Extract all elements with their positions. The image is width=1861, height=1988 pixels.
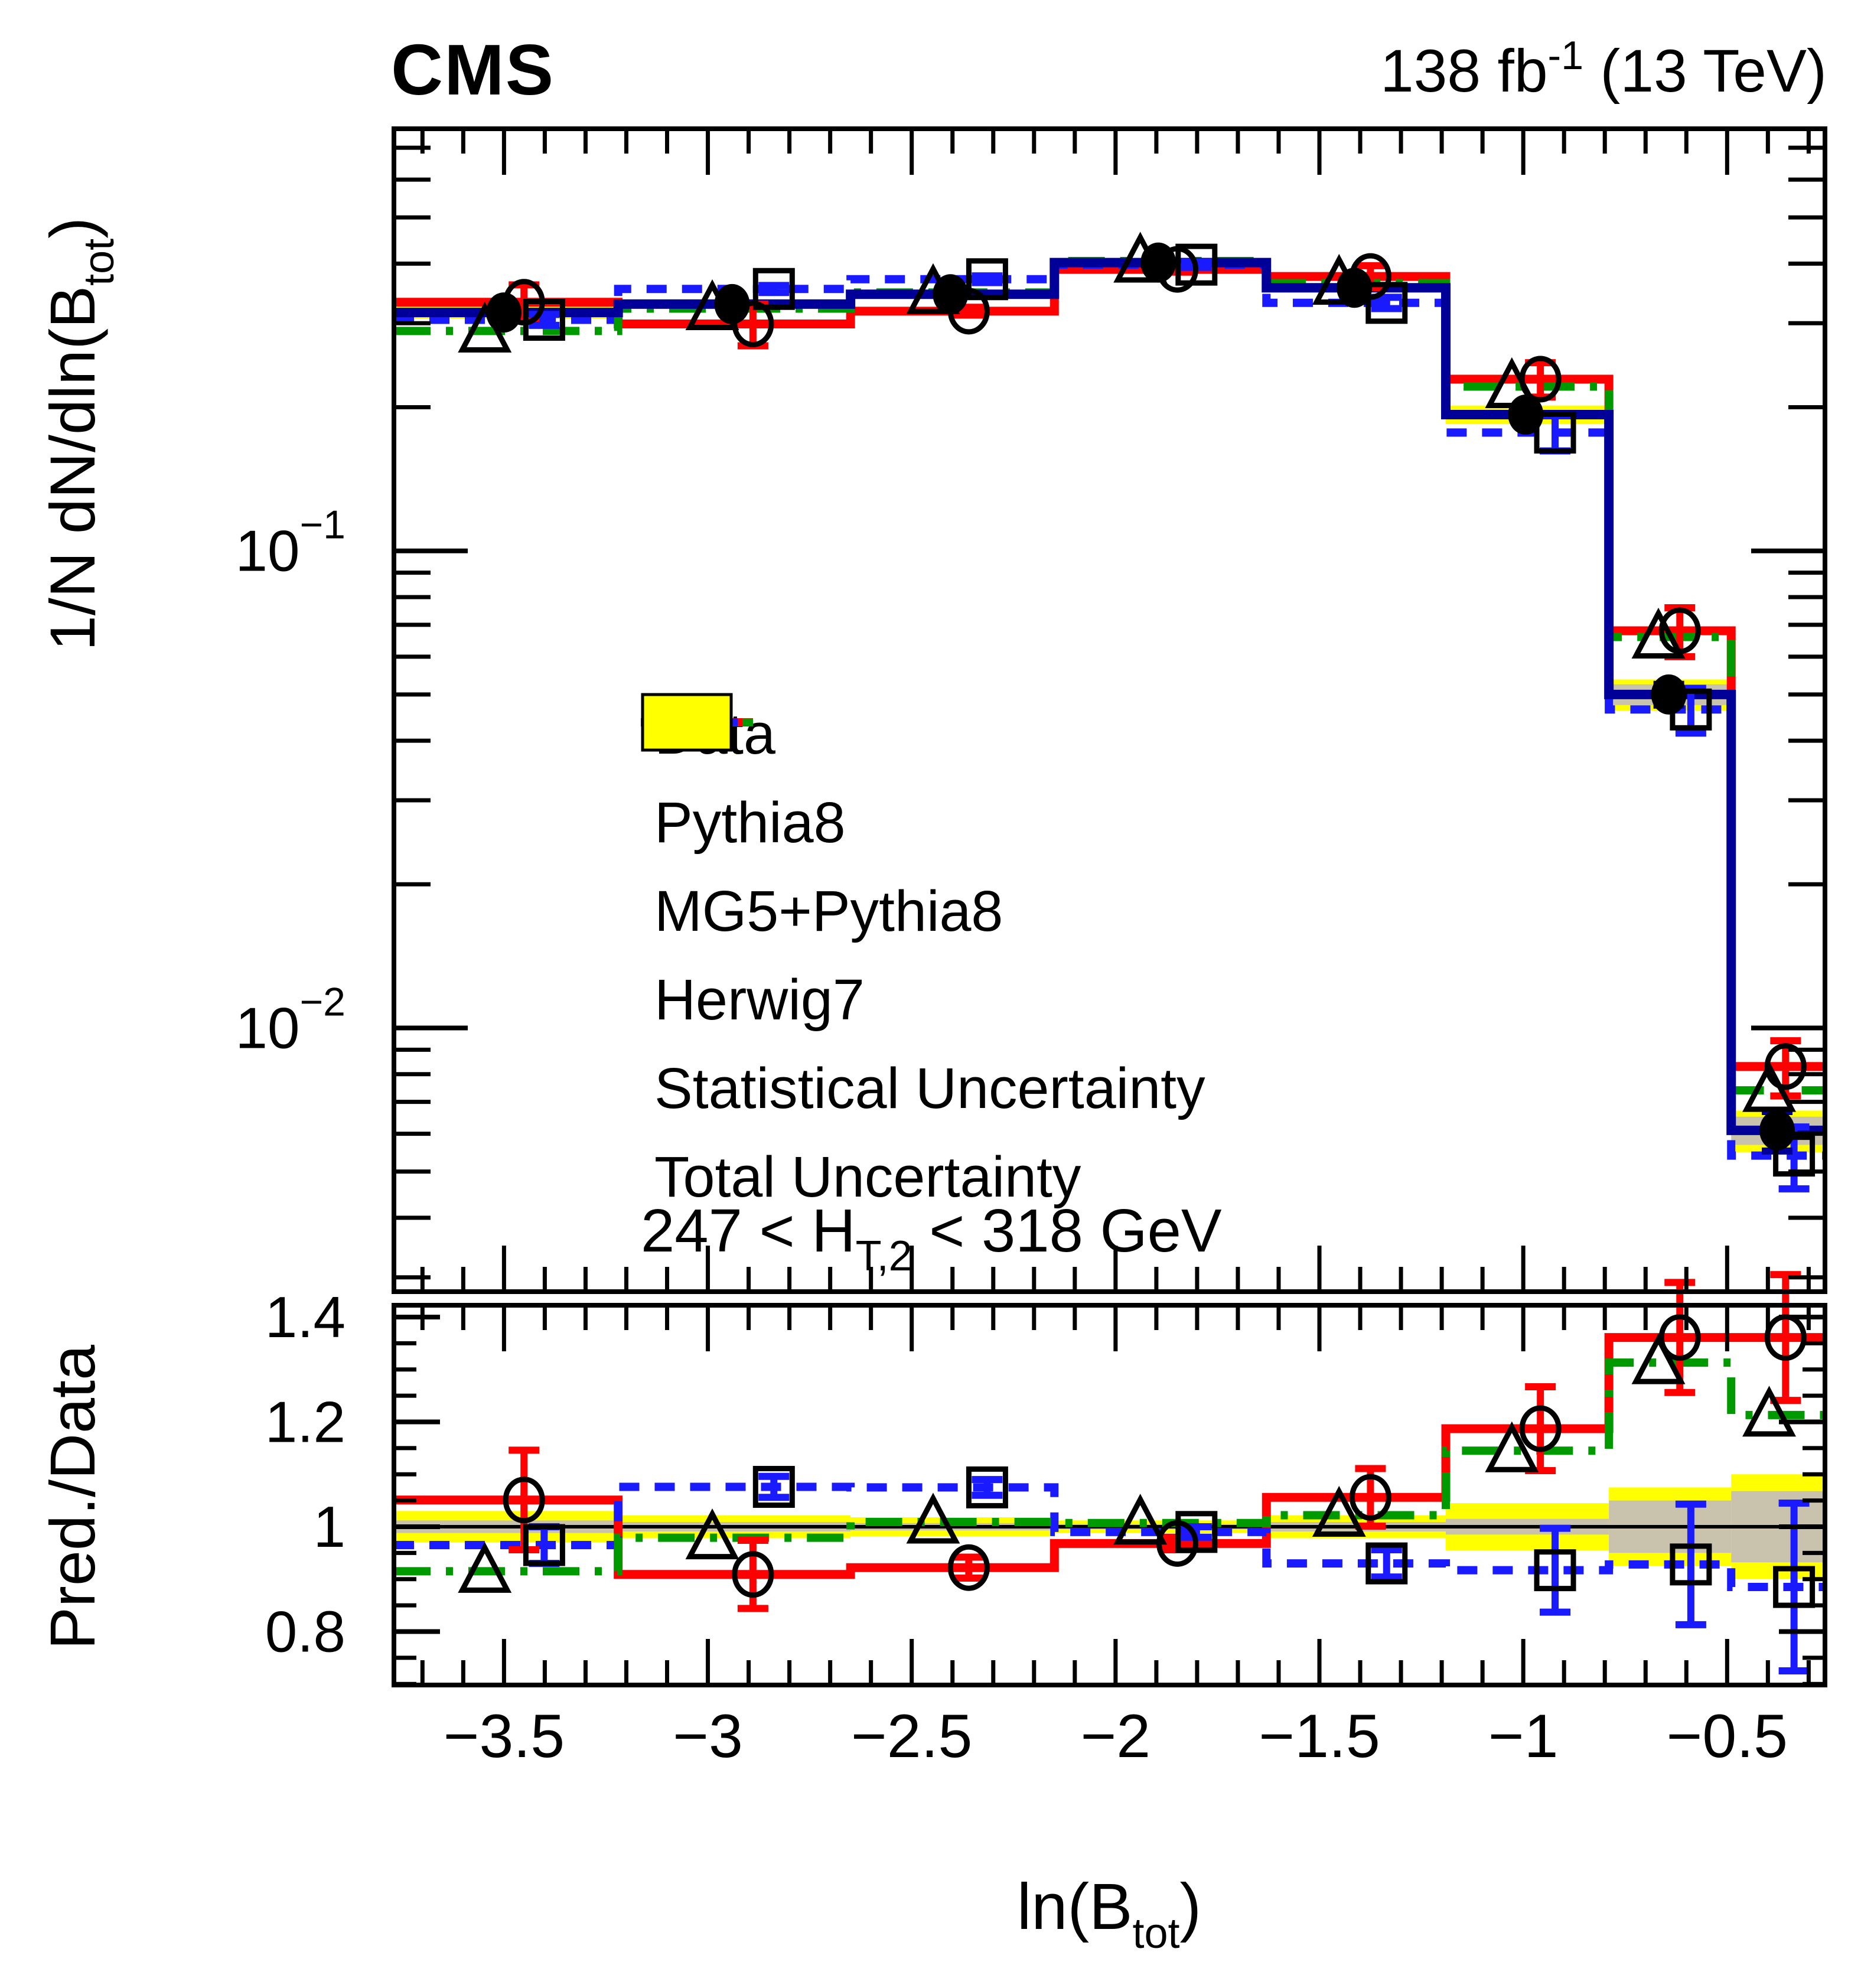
mg5-point-icon: [1534, 411, 1576, 454]
series-herwig7-steps: [394, 1358, 1825, 1576]
ratio-tick-label: 0.8: [265, 1599, 346, 1664]
x-tick-label: −1.5: [1259, 1702, 1380, 1771]
mg5-point-icon: [1534, 1549, 1576, 1592]
luminosity-label: 138 fb-1 (13 TeV): [1380, 32, 1827, 106]
herwig7-point-icon: [1742, 1386, 1796, 1437]
data-point-icon: [1651, 674, 1687, 715]
total-box-icon: [641, 693, 733, 752]
legend-item-stat: Statistical Uncertainty: [638, 693, 1205, 1133]
lumi-exponent: -1: [1547, 33, 1584, 78]
mg5-point-icon: [523, 1524, 565, 1566]
x-tick-label: −2: [1081, 1702, 1151, 1771]
x-tick-label: −3.5: [444, 1702, 565, 1771]
herwig7-point-icon: [1631, 1333, 1686, 1384]
herwig7-point-icon: [1631, 607, 1686, 659]
legend-label-total: Total Uncertainty: [654, 1145, 1081, 1209]
mg5-point-icon: [523, 299, 565, 341]
mg5-point-icon: [1670, 1543, 1712, 1586]
legend-item-total: Total Uncertainty: [638, 693, 1205, 1221]
pythia8-point-icon: [1764, 1043, 1807, 1090]
legend-item-mg5: MG5+Pythia8: [638, 695, 1205, 956]
legend-label-stat: Statistical Uncertainty: [654, 1056, 1205, 1120]
pythia8-point-icon: [732, 1551, 774, 1598]
ratio-frame: [392, 1303, 1827, 1687]
ratio-markers: [458, 1314, 1816, 1608]
herwig7-point-icon: [906, 1492, 960, 1544]
mg5-point-icon: [1175, 243, 1218, 286]
data-point-icon: [1337, 268, 1373, 308]
x-axis-title: ln(Btot): [1016, 1870, 1202, 1957]
mg5-point-icon: [1773, 1566, 1816, 1608]
x-tick-label: −0.5: [1667, 1702, 1788, 1771]
lumi-text: 138 fb: [1380, 37, 1548, 105]
pythia8-point-icon: [1349, 1474, 1391, 1521]
ratio-tick-label: 1.4: [265, 1285, 346, 1350]
mg5-point-icon: [1365, 1542, 1408, 1585]
pythia8-point-icon: [1658, 1314, 1701, 1361]
selection-region-label: 247 < HT,2 < 318 GeV: [641, 1197, 1222, 1280]
axes: 10−1 10−2 1.4 1.2 1 0.8 −3.5 −3 −2.5 −2 −1.5 −1 −0.5: [235, 126, 1827, 1771]
ratio-tick-label: 1.2: [265, 1389, 346, 1454]
legend-label-pythia8: Pythia8: [654, 790, 846, 855]
x-tick-label: −2.5: [851, 1702, 972, 1771]
data-point-icon: [1759, 1110, 1795, 1151]
herwig7-point-icon: [458, 1541, 512, 1593]
x-tick-label: −1: [1488, 1702, 1559, 1771]
data-point-icon: [486, 292, 522, 333]
legend-item-pythia8: Pythia8: [638, 695, 1205, 867]
main-frame: [392, 126, 1827, 1294]
pythia8-point-icon: [1519, 356, 1562, 403]
legend-item-herwig7: Herwig7: [638, 699, 1205, 1044]
x-tick-label: −3: [673, 1702, 743, 1771]
legend: DataPythia8MG5+Pythia8Herwig7Statistical…: [638, 690, 1205, 1221]
main-markers: [458, 232, 1816, 1177]
pythia8-point-icon: [947, 1544, 990, 1591]
data-point-icon: [1508, 395, 1544, 435]
data-point-icon: [933, 274, 969, 315]
mg5-point-icon: [1175, 1511, 1218, 1553]
mg5-point-icon: [752, 1466, 795, 1508]
lumi-energy: (13 TeV): [1583, 37, 1827, 105]
herwig7-point-icon: [1312, 1485, 1366, 1537]
experiment-label: CMS: [391, 30, 555, 110]
y-tick-label: 10−2: [235, 979, 346, 1060]
y-tick-label: 10−1: [235, 503, 346, 584]
mg5-point-icon: [966, 1466, 1008, 1508]
mg5-point-icon: [1365, 282, 1408, 324]
legend-label-mg5: MG5+Pythia8: [654, 879, 1003, 943]
pythia8-point-icon: [1519, 1405, 1562, 1452]
mg5-point-icon: [1773, 1135, 1816, 1177]
y-axis-title-ratio: Pred./Data: [37, 1344, 108, 1650]
data-point-icon: [714, 283, 750, 324]
mg5-point-icon: [966, 258, 1008, 301]
herwig7-point-icon: [1113, 1494, 1168, 1545]
legend-label-herwig7: Herwig7: [654, 967, 865, 1032]
pythia8-point-icon: [1658, 607, 1701, 654]
data-point-icon: [1140, 242, 1176, 283]
pythia8-point-icon: [503, 1477, 545, 1524]
herwig7-point-icon: [1485, 1421, 1539, 1472]
y-axis-title-main: 1/N dN/dln(Btot): [37, 217, 123, 651]
mg5-point-icon: [752, 268, 795, 310]
herwig7-point-icon: [685, 1508, 739, 1560]
ratio-tick-label: 1: [313, 1494, 346, 1559]
